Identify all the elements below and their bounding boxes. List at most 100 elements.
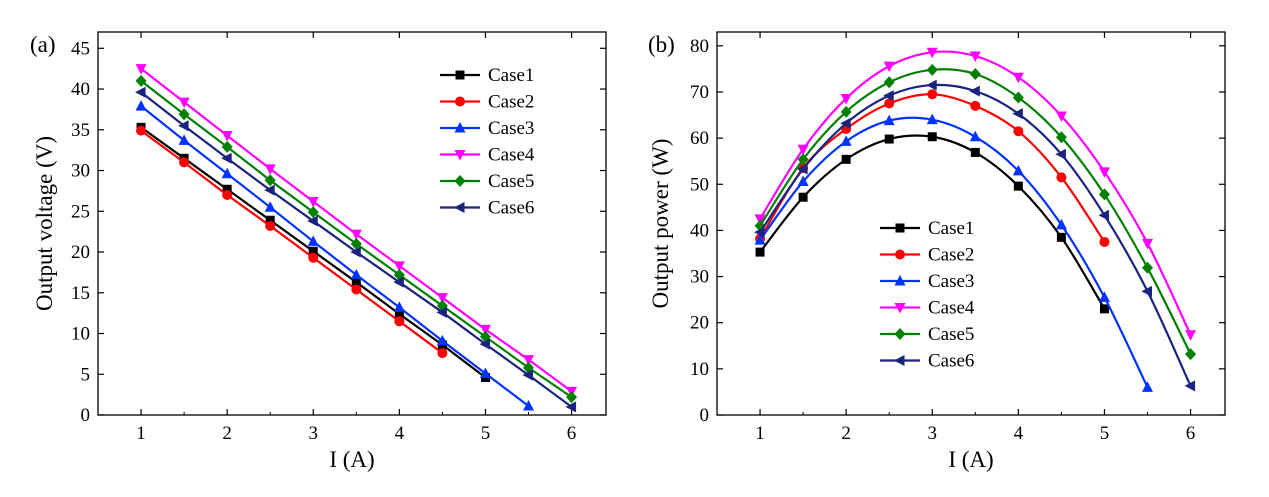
legend: Case1 Case2 Case3 Case4 Case5 Case6 (440, 65, 535, 219)
legend-marker (895, 249, 905, 260)
x-tick-label: 3 (309, 423, 319, 444)
data-point (135, 74, 147, 87)
legend-marker (455, 96, 465, 107)
data-point (1055, 131, 1067, 144)
data-point (523, 355, 535, 366)
data-point (1012, 108, 1023, 120)
data-point (840, 93, 852, 105)
data-point (222, 189, 233, 200)
y-tick-label: 45 (71, 38, 90, 59)
plot-frame (716, 31, 1226, 416)
data-point (841, 154, 851, 164)
x-axis-title: I (A) (329, 447, 374, 472)
plot-frame (97, 31, 607, 416)
data-point (479, 324, 491, 336)
legend-entry: Case4 (440, 145, 535, 166)
data-point (755, 247, 765, 257)
data-point (840, 135, 852, 146)
data-point (926, 79, 937, 91)
x-tick-label: 3 (928, 423, 938, 444)
series-case2 (136, 125, 448, 359)
legend-marker (894, 355, 905, 366)
legend-marker (455, 70, 465, 80)
data-point (394, 316, 405, 327)
series-line (759, 68, 1192, 355)
data-point (479, 338, 490, 350)
data-point (221, 167, 233, 179)
data-point (264, 164, 276, 175)
data-point (1142, 238, 1154, 250)
legend-marker (895, 223, 905, 233)
series-case4 (754, 47, 1197, 341)
data-point (969, 51, 981, 62)
legend-label: Case1 (488, 65, 534, 86)
y-axis-title: Output voltage (V) (32, 136, 57, 311)
x-tick-label: 2 (841, 423, 851, 444)
data-point (179, 157, 190, 168)
data-point (1099, 304, 1109, 314)
data-point (135, 86, 146, 98)
y-tick-label: 25 (71, 201, 90, 222)
legend-entry: Case6 (440, 198, 534, 219)
legend-entry: Case1 (440, 65, 534, 86)
data-point (393, 276, 404, 288)
data-point (1099, 236, 1110, 247)
data-point (754, 226, 765, 238)
data-point (1142, 261, 1154, 274)
data-point (840, 105, 852, 118)
data-point (1013, 181, 1023, 191)
legend-label: Case1 (928, 218, 974, 239)
data-point (1098, 291, 1110, 302)
data-point (351, 277, 361, 287)
legend-marker (454, 202, 465, 213)
data-point (797, 153, 809, 166)
series-case3 (754, 113, 1154, 392)
data-point (1055, 111, 1067, 122)
data-point (884, 134, 894, 144)
series-line (140, 105, 530, 407)
data-point (565, 401, 577, 413)
data-point (927, 132, 937, 142)
data-point (926, 113, 938, 125)
data-point (1056, 232, 1066, 242)
legend-marker (454, 122, 466, 133)
x-tick-label: 6 (1186, 423, 1196, 444)
data-point (926, 47, 938, 59)
x-tick-label: 4 (395, 423, 405, 444)
legend-entry: Case5 (880, 324, 974, 345)
data-point (393, 261, 405, 272)
data-point (797, 163, 808, 175)
legend-entry: Case2 (440, 92, 534, 113)
y-tick-label: 10 (690, 359, 709, 380)
legend-label: Case6 (928, 351, 974, 372)
data-point (350, 237, 362, 250)
data-point (308, 246, 318, 256)
series-case1 (755, 132, 1109, 314)
series-case6 (135, 86, 577, 413)
y-tick-label: 20 (690, 313, 709, 334)
data-point (883, 90, 894, 102)
data-point (178, 134, 190, 145)
data-point (221, 152, 232, 164)
data-point (970, 100, 981, 111)
data-point (264, 201, 276, 212)
data-point (1098, 209, 1109, 221)
legend-label: Case2 (928, 245, 974, 266)
data-point (264, 174, 276, 187)
data-point (307, 235, 319, 246)
data-point (178, 108, 190, 121)
y-tick-label: 40 (71, 79, 90, 100)
y-tick-label: 0 (81, 405, 91, 426)
data-point (1185, 348, 1197, 361)
data-point (308, 252, 319, 263)
y-axis-title: Output power (W) (648, 139, 673, 309)
legend-label: Case3 (928, 271, 974, 292)
y-tick-label: 80 (690, 36, 709, 57)
data-point (436, 334, 448, 346)
data-point (1012, 164, 1024, 176)
x-axis-title: I (A) (948, 447, 993, 472)
x-tick-label: 2 (222, 423, 232, 444)
y-tick-label: 40 (690, 220, 709, 241)
